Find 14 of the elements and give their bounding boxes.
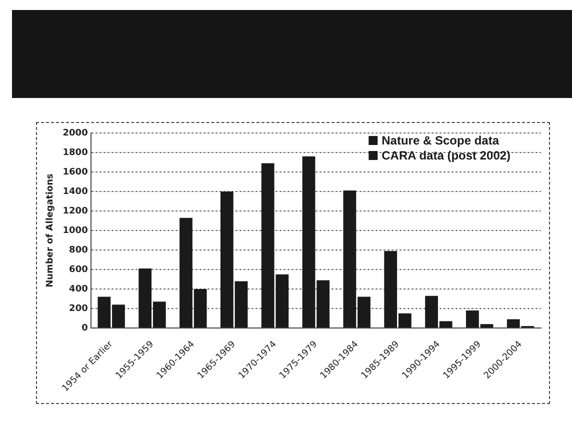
y-tick-label: 1600 bbox=[62, 167, 88, 178]
y-tick-label: 600 bbox=[69, 264, 88, 275]
y-axis-title: Number of Allegations bbox=[46, 174, 56, 288]
y-tick-label: 1200 bbox=[62, 206, 88, 216]
y-tick-label: 1400 bbox=[62, 186, 88, 197]
y-tick-label: 800 bbox=[69, 245, 88, 256]
y-tick-label: 2000 bbox=[62, 128, 88, 138]
y-tick-label: 1000 bbox=[62, 226, 88, 236]
y-tick-label: 1800 bbox=[62, 148, 88, 158]
y-tick-label: 0 bbox=[82, 323, 88, 334]
legend-label: CARA data (post 2002) bbox=[382, 148, 511, 162]
y-tick-label: 200 bbox=[69, 304, 88, 314]
legend-label: Nature & Scope data bbox=[382, 133, 500, 148]
y-tick-label: 400 bbox=[69, 284, 88, 294]
